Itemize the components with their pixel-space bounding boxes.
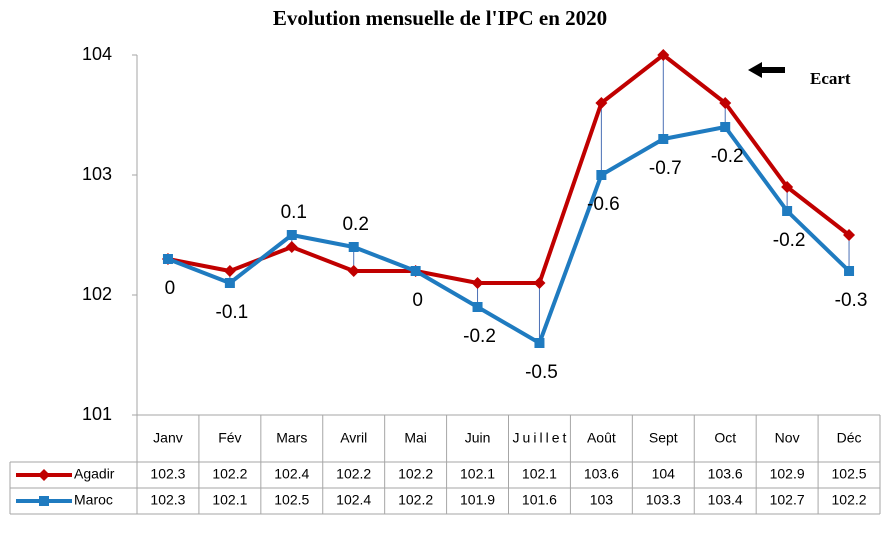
marker	[658, 134, 669, 144]
marker	[347, 265, 360, 277]
x-tick-label: Janv	[153, 430, 183, 446]
x-tick-label: Juillet	[513, 430, 567, 446]
table-cell: 102.4	[274, 466, 309, 482]
marker	[719, 97, 732, 109]
x-tick-label: Fév	[218, 430, 241, 446]
marker	[534, 338, 545, 348]
legend-label: Agadir	[74, 466, 115, 482]
data-label: -0.2	[711, 146, 744, 167]
data-label: -0.6	[587, 194, 620, 215]
x-tick-label: Mai	[404, 430, 427, 446]
table-cell: 102.9	[770, 466, 805, 482]
x-tick-label: Avril	[340, 430, 367, 446]
marker	[533, 277, 546, 289]
marker	[595, 97, 608, 109]
data-label: 0.2	[342, 214, 368, 235]
table-cell: 102.1	[460, 466, 495, 482]
data-label: -0.2	[773, 230, 806, 251]
table-cell: 103	[590, 492, 614, 508]
marker	[720, 122, 731, 132]
table-cell: 102.7	[770, 492, 805, 508]
data-label: -0.2	[463, 326, 496, 347]
x-tick-label: Nov	[775, 430, 800, 446]
marker	[596, 170, 607, 180]
table-cell: 102.2	[398, 492, 433, 508]
table-cell: 103.4	[708, 492, 743, 508]
table-cell: 102.5	[832, 466, 867, 482]
table-cell: 102.2	[336, 466, 371, 482]
y-tick-label: 101	[82, 404, 112, 424]
legend-label: Maroc	[74, 492, 113, 508]
legend-marker	[39, 496, 49, 506]
x-tick-label: Août	[587, 430, 616, 446]
marker	[162, 254, 173, 264]
table-cell: 103.3	[646, 492, 681, 508]
marker	[286, 230, 297, 240]
marker	[657, 49, 670, 61]
legend-marker	[38, 469, 50, 481]
marker	[410, 266, 421, 276]
x-tick-label: Sept	[649, 430, 678, 446]
y-tick-label: 104	[82, 44, 112, 64]
x-tick-label: Oct	[714, 430, 736, 446]
table-cell: 102.2	[212, 466, 247, 482]
data-label: -0.1	[216, 302, 249, 323]
table-cell: 101.6	[522, 492, 557, 508]
x-tick-label: Déc	[837, 430, 862, 446]
marker	[471, 277, 484, 289]
table-cell: 102.3	[150, 492, 185, 508]
table-cell: 104	[652, 466, 676, 482]
legend-label: Ecart	[810, 69, 851, 88]
table-cell: 101.9	[460, 492, 495, 508]
table-cell: 103.6	[708, 466, 743, 482]
data-label: -0.7	[649, 158, 682, 179]
table-cell: 102.2	[832, 492, 867, 508]
marker	[844, 266, 855, 276]
marker	[224, 278, 235, 288]
data-label: -0.5	[525, 362, 558, 383]
table-cell: 102.5	[274, 492, 309, 508]
table-cell: 102.2	[398, 466, 433, 482]
marker	[843, 229, 856, 241]
data-label: -0.3	[835, 290, 868, 311]
marker	[472, 302, 483, 312]
y-tick-label: 103	[82, 164, 112, 184]
data-label: 0.1	[281, 202, 307, 223]
x-tick-label: Juin	[465, 430, 491, 446]
data-label: 0	[412, 290, 423, 311]
marker	[223, 265, 236, 277]
marker	[781, 181, 794, 193]
marker	[285, 241, 298, 253]
table-cell: 102.1	[212, 492, 247, 508]
series-line	[167, 53, 851, 285]
table-cell: 102.4	[336, 492, 371, 508]
marker	[348, 242, 359, 252]
y-tick-label: 102	[82, 284, 112, 304]
legend-arrow	[748, 62, 785, 78]
marker	[782, 206, 793, 216]
x-tick-label: Mars	[276, 430, 307, 446]
series-line	[167, 125, 851, 345]
table-cell: 103.6	[584, 466, 619, 482]
table-cell: 102.1	[522, 466, 557, 482]
table-cell: 102.3	[150, 466, 185, 482]
chart-title: Evolution mensuelle de l'IPC en 2020	[273, 6, 607, 30]
data-label: 0	[165, 278, 176, 299]
